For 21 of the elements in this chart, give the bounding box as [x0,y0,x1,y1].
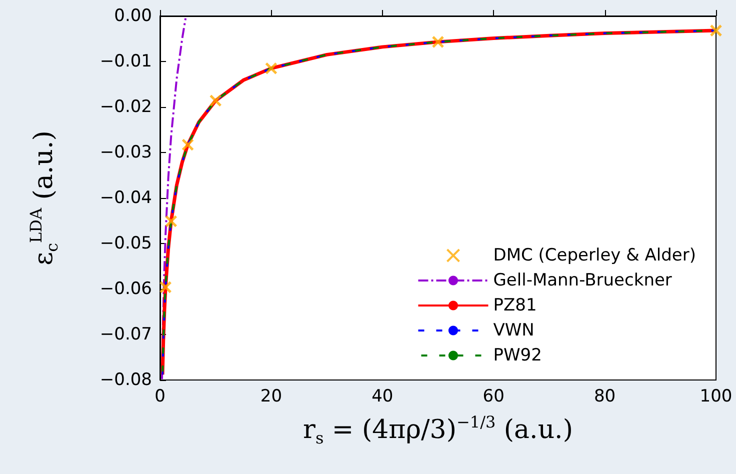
legend-label: VWN [493,320,534,340]
y-tick-label: −0.07 [100,324,152,344]
y-tick-label: −0.06 [100,279,152,299]
y-tick-label: −0.03 [100,142,152,162]
legend-label: PZ81 [493,296,537,316]
x-tick-label: 40 [372,386,394,406]
legend-label: DMC (Ceperley & Alder) [493,246,696,266]
y-tick-label: −0.05 [100,234,152,254]
x-tick-label: 20 [260,386,282,406]
y-tick-label: 0.00 [114,6,152,26]
x-tick-label: 80 [594,386,616,406]
legend-label: PW92 [493,346,542,366]
legend-label: Gell-Mann-Brueckner [493,270,672,290]
y-tick-label: −0.08 [100,370,152,390]
y-axis-title: εcLDA (a.u.) [26,130,62,266]
x-tick-label: 100 [700,386,732,406]
x-tick-label: 60 [482,386,504,406]
y-tick-label: −0.04 [100,188,152,208]
y-tick-label: −0.01 [100,52,152,72]
x-tick-label: 0 [154,386,166,406]
y-tick-label: −0.02 [100,97,152,117]
